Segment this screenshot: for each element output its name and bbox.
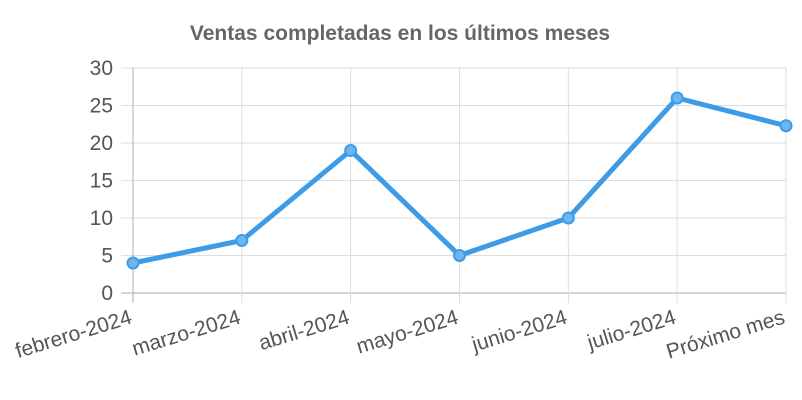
data-point[interactable] <box>670 91 684 105</box>
y-tick-label: 0 <box>101 282 113 305</box>
y-tick-label: 15 <box>90 170 113 193</box>
y-tick-label: 20 <box>90 132 113 155</box>
grid-lines <box>121 67 787 303</box>
x-tick-label: abril-2024 <box>256 306 352 355</box>
x-tick-label: mayo-2024 <box>354 306 462 359</box>
chart-title: Ventas completadas en los últimos meses <box>190 22 610 45</box>
y-tick-label: 10 <box>90 207 113 230</box>
x-tick-label: junio-2024 <box>468 306 570 357</box>
y-tick-label: 30 <box>90 57 113 80</box>
series-layer <box>126 91 793 270</box>
x-tick-label: marzo-2024 <box>129 306 243 361</box>
y-tick-label: 5 <box>101 245 113 268</box>
y-axis-ticks: 0 5 10 15 20 25 30 <box>90 57 113 305</box>
data-point[interactable] <box>126 256 140 270</box>
data-point[interactable] <box>779 119 793 133</box>
y-tick-label: 25 <box>90 95 113 118</box>
x-tick-label: Próximo mes <box>664 306 788 364</box>
data-point[interactable] <box>561 211 575 225</box>
data-point[interactable] <box>235 234 249 247</box>
data-point[interactable] <box>453 249 466 262</box>
data-point[interactable] <box>344 144 358 157</box>
x-tick-label: febrero-2024 <box>13 306 135 363</box>
